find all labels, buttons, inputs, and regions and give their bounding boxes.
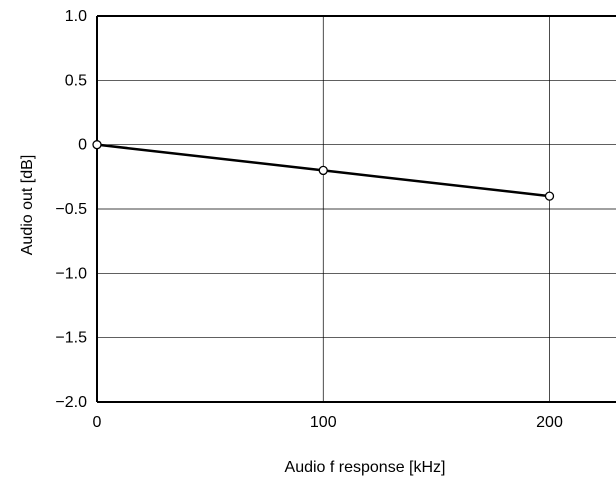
data-point-marker	[92, 140, 102, 150]
axes	[96, 15, 616, 403]
y-tick-label: 0	[78, 137, 87, 154]
data-point-marker	[544, 191, 555, 201]
tick-labels: 1.0 0.5 0 −0.5 −1.0 −1.5 −2.0 0 100 200	[55, 8, 563, 431]
data-point-marker	[318, 165, 328, 176]
grid-lines	[97, 16, 616, 402]
y-tick-label: −1.0	[55, 265, 87, 282]
y-tick-label: 0.5	[65, 72, 87, 89]
y-tick-label: −0.5	[55, 201, 87, 218]
y-tick-label: −1.5	[55, 330, 87, 347]
data-series	[92, 140, 555, 201]
x-tick-label: 0	[93, 414, 102, 431]
y-tick-label: 1.0	[65, 8, 87, 25]
x-tick-label: 100	[310, 414, 337, 431]
x-tick-label: 200	[536, 414, 563, 431]
x-axis-label: Audio f response [kHz]	[285, 459, 446, 476]
y-tick-label: −2.0	[55, 394, 87, 411]
y-axis-label: Audio out [dB]	[19, 155, 36, 256]
